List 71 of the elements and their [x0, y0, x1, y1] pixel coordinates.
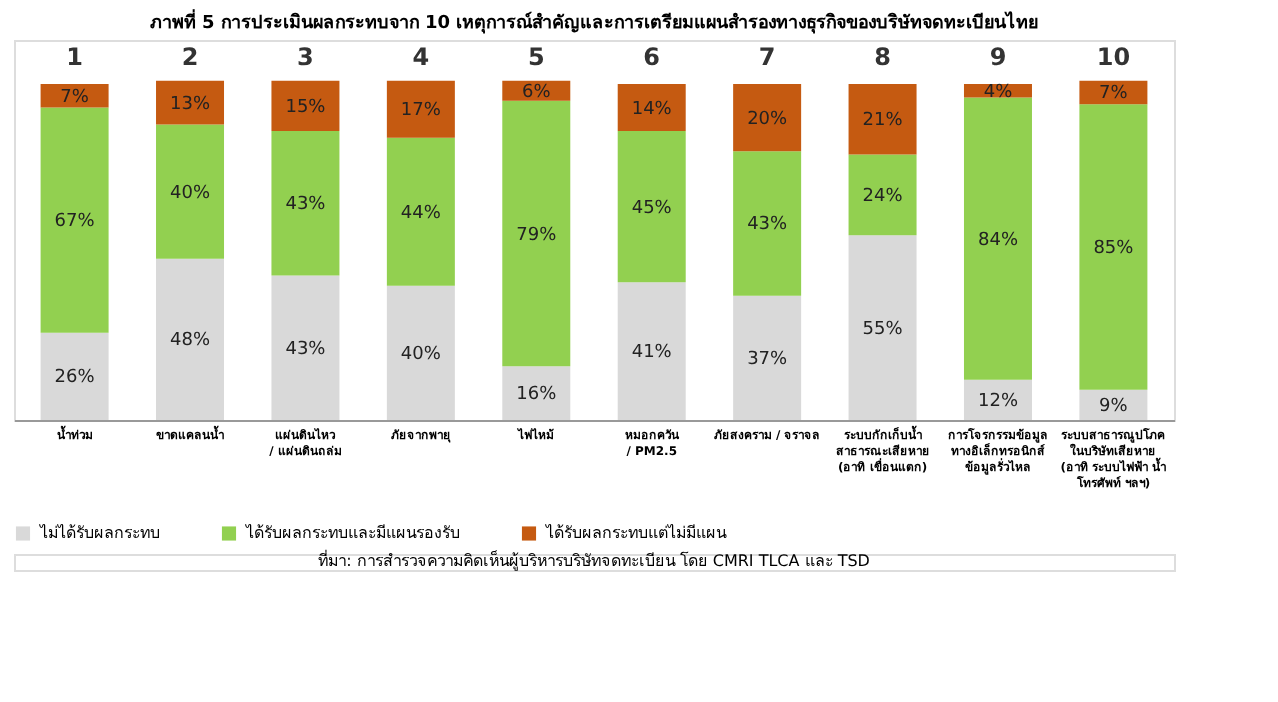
- legend-label: ได้รับผลกระทบและมีแผนรองรับ: [244, 523, 460, 542]
- data-label: 4%: [983, 82, 1014, 103]
- bar: [271, 131, 340, 276]
- data-label: 17%: [400, 101, 442, 122]
- text: 9: [989, 42, 1007, 71]
- text: 4: [412, 42, 430, 71]
- data-label: 13%: [170, 94, 211, 115]
- data-label: 40%: [170, 183, 211, 204]
- data-label: 7%: [60, 87, 90, 108]
- data-label: 15%: [285, 97, 327, 118]
- data-label: 6%: [522, 82, 552, 103]
- data-label: 12%: [977, 391, 1019, 412]
- bar: [40, 84, 109, 108]
- text: 2: [181, 42, 199, 71]
- bar: [40, 107, 109, 333]
- data-label: 40%: [400, 344, 442, 365]
- bar: [617, 131, 686, 283]
- bar: [40, 332, 109, 420]
- bar: [963, 97, 1032, 380]
- bar: [848, 154, 917, 236]
- bar: [617, 282, 686, 420]
- bar: [733, 84, 802, 152]
- text: 5: [527, 42, 545, 71]
- bar: [156, 124, 225, 259]
- data-label: 7%: [1099, 84, 1129, 105]
- data-label: 43%: [747, 215, 789, 236]
- data-label: 79%: [516, 225, 558, 246]
- bar: [963, 379, 1032, 420]
- bar: [156, 80, 225, 125]
- bar: [386, 285, 455, 420]
- legend-label: ไม่ได้รับผลกระทบ: [38, 523, 160, 542]
- bar: [733, 295, 802, 420]
- bar: [502, 100, 571, 367]
- bar: [848, 84, 917, 155]
- data-label: 43%: [285, 195, 327, 216]
- data-label: 26%: [54, 368, 96, 389]
- data-label: 84%: [977, 230, 1019, 251]
- bar: [502, 366, 571, 420]
- bar: [271, 275, 340, 420]
- data-label: 14%: [631, 99, 673, 120]
- data-label: 16%: [516, 385, 558, 406]
- data-label: 21%: [862, 111, 904, 132]
- data-label: 43%: [285, 339, 327, 360]
- bar: [386, 80, 455, 138]
- data-label: 67%: [54, 212, 96, 233]
- bar: [848, 235, 917, 420]
- data-label: 9%: [1099, 396, 1129, 417]
- text: 7: [758, 42, 776, 71]
- data-label: 41%: [631, 343, 673, 364]
- bar: [1079, 104, 1148, 390]
- text: 8: [874, 42, 891, 71]
- data-label: 55%: [862, 319, 904, 340]
- bar: [617, 84, 686, 132]
- bar: [271, 80, 340, 132]
- text: 1: [66, 42, 83, 71]
- text: 6: [643, 42, 661, 71]
- bar: [156, 258, 225, 420]
- bar: [386, 137, 455, 286]
- text: 3: [297, 42, 314, 71]
- data-label: 48%: [170, 331, 211, 352]
- data-label: 45%: [631, 198, 673, 219]
- bar: [733, 151, 802, 296]
- data-label: 85%: [1093, 239, 1135, 259]
- data-label: 37%: [747, 349, 789, 370]
- legend-label: ได้รับผลกระทบแต่ไม่มีแผน: [544, 523, 728, 542]
- text: ที่มา: การสำรวจความคิดเห็นผู้บริหารบริษัทจดทะเบียน โดย CMRI TLCA และ TSD: [318, 548, 870, 572]
- data-label: 24%: [862, 186, 904, 207]
- chart-title: ภาพที่ 5 การประเมินผลกระทบจาก 10 เหตุการณ์สำคัญและการเตรียมแผนสำรองทางธุรกิจของบริษัทจดทะเบียนไทย: [149, 8, 1039, 34]
- data-label: 20%: [747, 109, 789, 130]
- text: 10: [1096, 42, 1131, 71]
- data-label: 44%: [400, 203, 442, 224]
